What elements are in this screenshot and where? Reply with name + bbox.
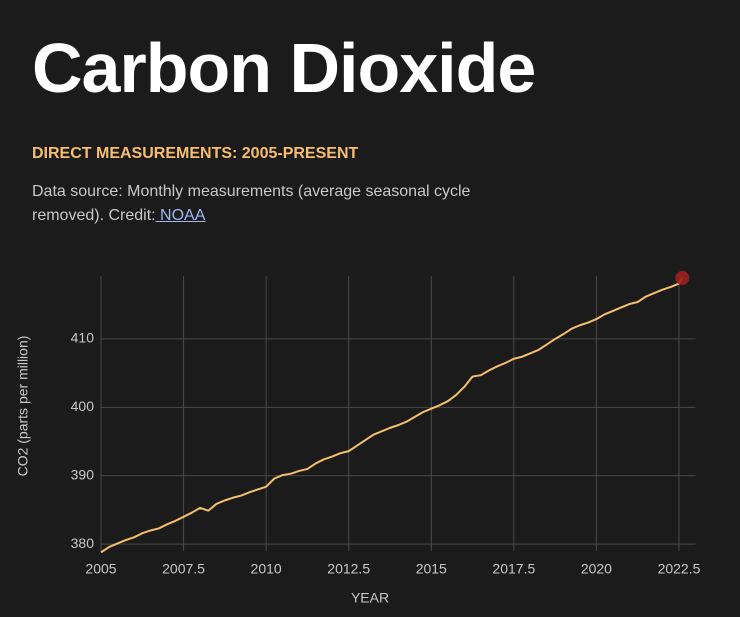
x-axis-label: YEAR [351,590,389,606]
x-tick-label: 2020 [581,561,612,577]
y-tick-label: 380 [71,535,95,551]
source-note: Data source: Monthly measurements (avera… [32,180,482,228]
x-tick-label: 2017.5 [492,561,535,577]
x-tick-label: 2012.5 [327,561,370,577]
x-tick-label: 2010 [251,561,282,577]
source-text: Data source: Monthly measurements (avera… [32,183,471,224]
y-tick-label: 400 [71,398,95,414]
data-line [100,277,684,554]
x-tick-label: 2005 [85,561,116,577]
source-link[interactable]: NOAA [155,207,206,224]
page-title: Carbon Dioxide [32,29,536,107]
y-tick-label: 390 [71,466,95,482]
latest-point [675,271,690,286]
x-tick-label: 2022.5 [658,561,701,577]
y-axis-label: CO2 (parts per million) [15,336,31,477]
y-tick-label: 410 [71,330,95,346]
x-tick-label: 2015 [416,561,447,577]
x-tick-label: 2007.5 [162,561,205,577]
subtitle: DIRECT MEASUREMENTS: 2005-PRESENT [32,145,359,162]
